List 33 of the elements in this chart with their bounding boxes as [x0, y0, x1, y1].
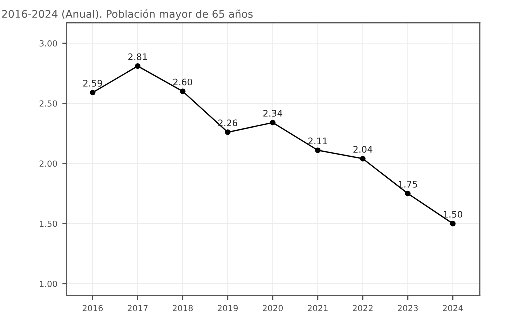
- x-tick-label: 2019: [218, 305, 238, 312]
- y-tick-label: 2.00: [40, 160, 58, 168]
- text: 1.50: [444, 211, 463, 218]
- y-tick-label: 2.50: [40, 100, 58, 107]
- x-tick-label: 2023: [398, 305, 418, 312]
- point: [180, 88, 186, 94]
- point: [405, 191, 411, 197]
- point: [90, 90, 96, 96]
- text: 2.26: [218, 120, 238, 127]
- x-tick-label: 2022: [353, 305, 373, 312]
- text: 2.60: [174, 78, 192, 86]
- y-tick-label: 1.50: [40, 220, 58, 228]
- point: [360, 156, 366, 162]
- point: [450, 221, 456, 227]
- text: 1.75: [398, 181, 418, 188]
- x-tick-label: 2021: [308, 305, 328, 312]
- x-tick-label: 2024: [443, 305, 464, 312]
- y-tick-label: 3.00: [40, 40, 58, 47]
- text: 2.59: [84, 80, 102, 87]
- point: [270, 120, 276, 126]
- text: 2.11: [308, 138, 328, 144]
- point: [135, 64, 141, 70]
- point: [225, 130, 231, 136]
- chart-title: 2016-2024 (Anual). Población mayor de 65 años: [2, 10, 253, 20]
- point: [315, 148, 321, 154]
- y-tick-label: 1.00: [40, 280, 58, 288]
- x-tick-label: 2017: [128, 305, 148, 312]
- text: 2.04: [354, 146, 373, 154]
- text: 2.81: [128, 54, 148, 60]
- x-tick-label: 2016: [82, 305, 104, 312]
- x-tick-label: 2020: [263, 305, 284, 312]
- x-tick-label: 2018: [172, 305, 193, 312]
- text: 2.34: [264, 110, 283, 117]
